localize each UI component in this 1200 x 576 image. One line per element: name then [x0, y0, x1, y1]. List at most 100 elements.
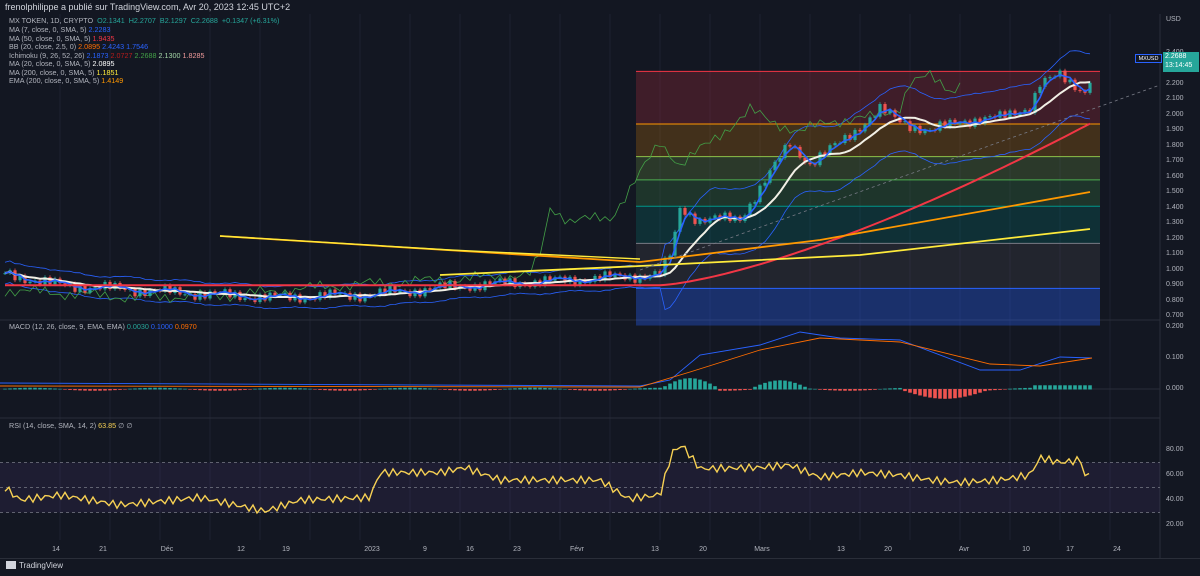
candle-body — [203, 292, 207, 299]
macd-histogram-bar — [503, 388, 507, 390]
macd-histogram-bar — [398, 387, 402, 390]
macd-line-value: 0.1000 — [150, 322, 173, 331]
macd-histogram-bar — [648, 387, 652, 390]
macd-histogram-bar — [678, 379, 682, 390]
macd-histogram-bar — [988, 389, 992, 391]
legend-indicator[interactable]: Ichimoku (9, 26, 52, 26) 2.1873 2.0727 2.26… — [9, 51, 204, 60]
macd-histogram-bar — [818, 389, 822, 390]
tradingview-logo[interactable]: TradingView — [6, 561, 63, 570]
candle-body — [888, 110, 892, 114]
ma200-earlier — [219, 235, 641, 260]
time-axis-label: 9 — [423, 546, 427, 553]
rsi-label[interactable]: RSI (14, close, SMA, 14, 2) — [9, 421, 97, 430]
macd-histogram-bar — [43, 388, 47, 390]
candle-body — [978, 118, 982, 124]
macd-histogram-bar — [763, 382, 767, 390]
candle-body — [653, 271, 657, 276]
macd-histogram-bar — [298, 388, 302, 390]
macd-histogram-bar — [883, 388, 887, 390]
fib-zone — [636, 71, 1100, 125]
macd-histogram-bar — [543, 387, 547, 390]
macd-histogram-bar — [893, 388, 897, 390]
macd-hist-value: 0.0030 — [126, 322, 149, 331]
axis-tick-label: 0.900 — [1166, 281, 1184, 289]
macd-histogram-bar — [23, 387, 27, 390]
macd-histogram-bar — [28, 387, 32, 390]
macd-histogram-bar — [138, 388, 142, 390]
axis-tick-label: 1.600 — [1166, 172, 1184, 180]
candle-body — [598, 275, 602, 281]
ichimoku-lagging — [4, 69, 961, 304]
macd-histogram-bar — [458, 389, 462, 391]
candle-body — [868, 117, 872, 125]
macd-histogram-bar — [933, 389, 937, 399]
macd-histogram-bar — [1003, 389, 1007, 390]
candle-body — [883, 104, 887, 114]
macd-histogram-bar — [123, 389, 127, 390]
macd-histogram-bar — [238, 389, 242, 391]
macd-label[interactable]: MACD (12, 26, close, 9, EMA, EMA) — [9, 322, 125, 331]
candle-body — [1018, 113, 1022, 116]
macd-histogram-bar — [808, 388, 812, 390]
macd-histogram-bar — [383, 388, 387, 390]
macd-histogram-bar — [698, 379, 702, 390]
macd-histogram-bar — [493, 389, 497, 390]
macd-histogram-bar — [553, 388, 557, 390]
macd-histogram-bar — [478, 389, 482, 391]
macd-histogram-bar — [963, 389, 967, 397]
macd-histogram-bar — [453, 389, 457, 391]
legend-indicator-value: 2.0895 — [92, 59, 115, 68]
candle-body — [688, 213, 692, 215]
legend-indicator-value: 2.1873 — [86, 50, 109, 60]
macd-histogram-bar — [663, 386, 667, 390]
macd-histogram-bar — [108, 389, 112, 391]
macd-signal-line — [0, 337, 1093, 388]
macd-histogram-bar — [778, 380, 782, 390]
macd-histogram-bar — [793, 382, 797, 390]
macd-histogram-bar — [973, 389, 977, 395]
time-axis-label: 21 — [99, 546, 107, 553]
axis-tick-label: 2.200 — [1166, 79, 1184, 87]
candle-body — [1043, 77, 1047, 87]
macd-histogram-bar — [438, 389, 442, 390]
macd-histogram-bar — [243, 389, 247, 390]
legend-indicator[interactable]: BB (20, close, 2.5, 0) 2.0895 2.4243 1.7546 — [9, 42, 148, 51]
macd-histogram-bar — [148, 387, 152, 390]
fib-zone — [636, 288, 1100, 326]
time-axis-label: 20 — [884, 546, 892, 553]
legend-indicator[interactable]: MA (200, close, 0, SMA, 5) 1.1851 — [9, 68, 118, 77]
candle-body — [78, 285, 82, 292]
macd-histogram-bar — [93, 389, 97, 391]
legend-symbol[interactable]: MX TOKEN, 1D, CRYPTO — [9, 16, 94, 25]
candle-body — [913, 125, 917, 132]
legend-indicator[interactable]: MA (20, close, 0, SMA, 5) 2.0895 — [9, 59, 114, 68]
axis-tick-label: 0.100 — [1166, 354, 1184, 361]
macd-histogram-bar — [568, 389, 572, 390]
macd-histogram-bar — [198, 389, 202, 391]
time-axis-label: 23 — [513, 546, 521, 553]
macd-histogram-bar — [263, 388, 267, 390]
axis-tick-label: 0.200 — [1166, 323, 1184, 330]
legend-indicator[interactable]: MA (50, close, 0, SMA, 5) 1.9435 — [9, 34, 114, 43]
macd-histogram-bar — [303, 388, 307, 390]
macd-histogram-bar — [853, 389, 857, 391]
candle-body — [558, 276, 562, 278]
macd-histogram-bar — [128, 388, 132, 390]
macd-histogram-bar — [403, 387, 407, 390]
macd-histogram-bar — [708, 383, 712, 390]
macd-histogram-bar — [13, 388, 17, 390]
legend-indicator[interactable]: EMA (200, close, 0, SMA, 5) 1.4149 — [9, 76, 123, 85]
macd-histogram-bar — [78, 389, 82, 391]
axis-tick-label: 2.000 — [1166, 110, 1184, 118]
candle-body — [1033, 92, 1037, 114]
rsi-line — [4, 445, 1090, 515]
macd-histogram-bar — [118, 389, 122, 390]
legend-indicator-label: MA (200, close, 0, SMA, 5) — [9, 67, 95, 77]
candle-body — [798, 146, 802, 158]
macd-histogram-bar — [513, 388, 517, 390]
candle-body — [818, 152, 822, 166]
macd-histogram-bar — [1078, 385, 1082, 390]
legend-indicator-value: 2.1300 — [158, 50, 181, 60]
trend-line — [639, 84, 1161, 271]
legend-indicator[interactable]: MA (7, close, 0, SMA, 5) 2.2283 — [9, 25, 110, 34]
